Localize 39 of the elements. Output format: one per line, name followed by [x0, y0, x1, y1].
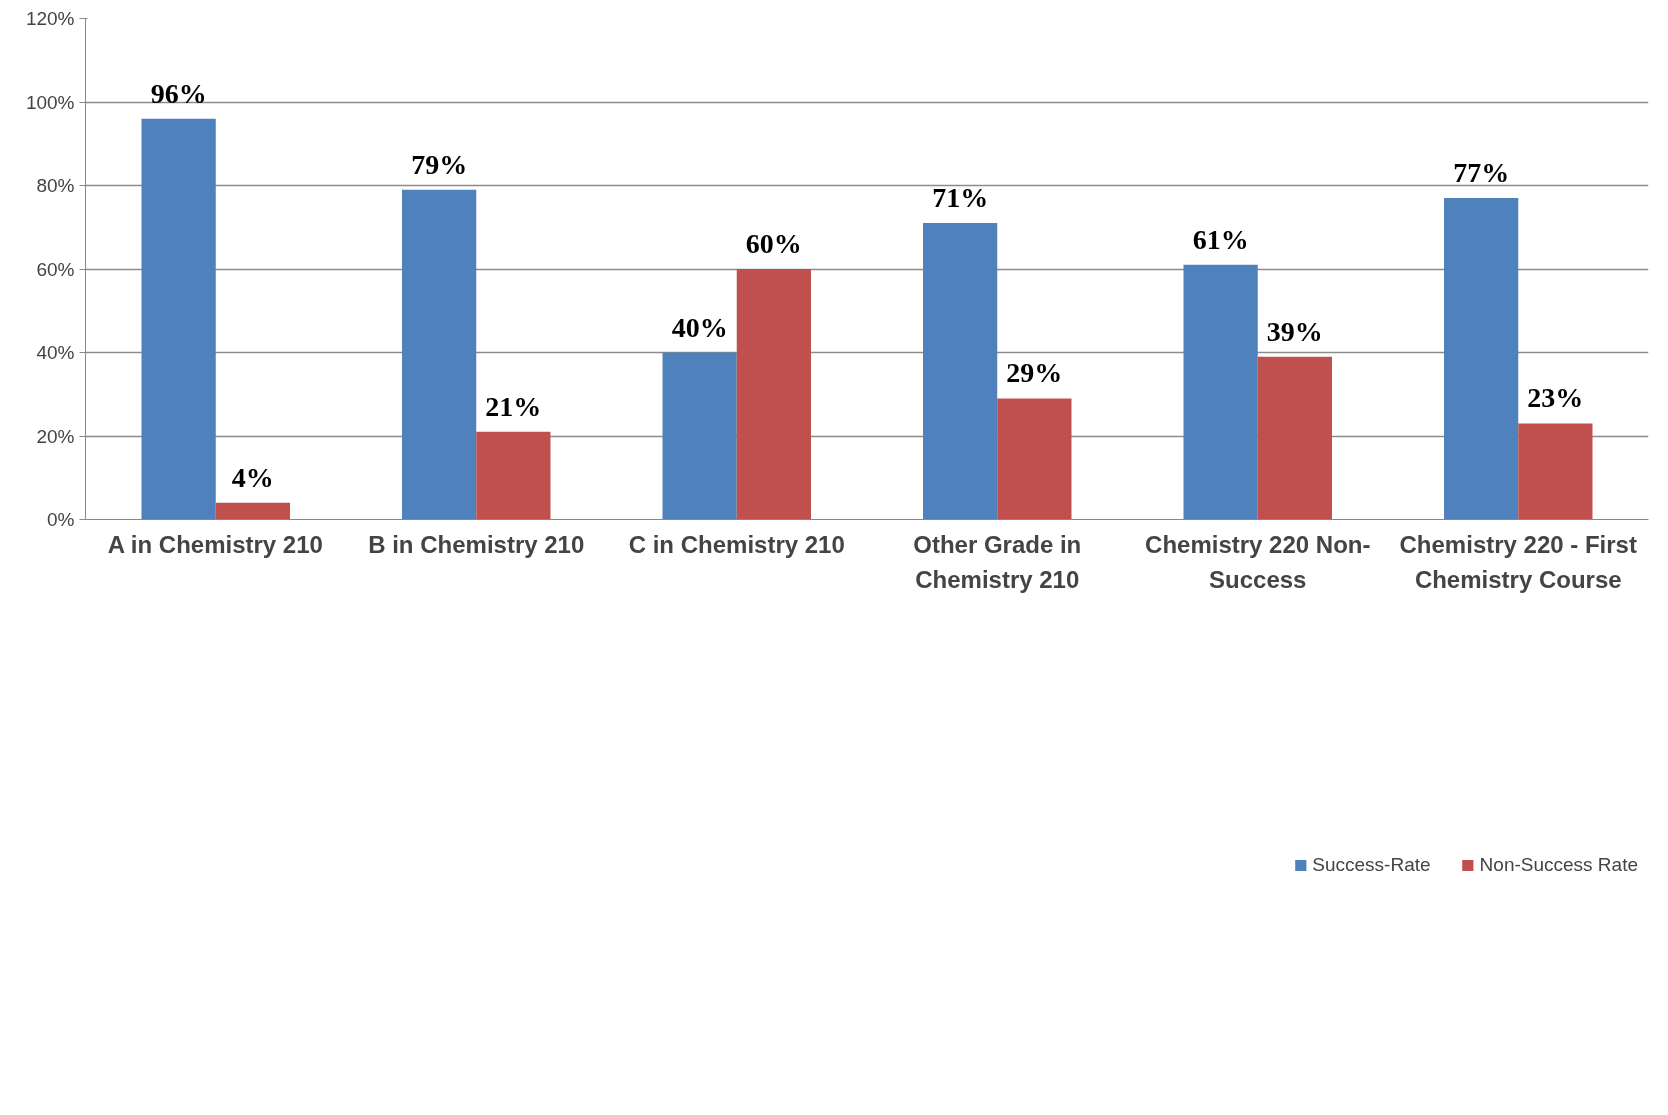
bar: [1444, 198, 1519, 520]
data-label: 77%: [1453, 157, 1510, 189]
x-tick-label: Chemistry 220 - First Chemistry Course: [1399, 530, 1637, 593]
data-label: 61%: [1192, 223, 1249, 255]
bar: [662, 352, 737, 520]
y-tick-label: 40%: [36, 342, 75, 363]
data-label: 79%: [411, 148, 468, 180]
data-label: 29%: [1006, 357, 1063, 389]
bar: [141, 118, 216, 520]
data-label: 60%: [745, 228, 802, 259]
bar: [1183, 264, 1258, 520]
y-tick-label: 80%: [36, 175, 75, 196]
bar: [736, 269, 811, 520]
data-label: 23%: [1527, 382, 1584, 414]
data-label: 4%: [231, 461, 274, 493]
data-label: 96%: [150, 77, 207, 109]
legend-label: Non-Success Rate: [1479, 854, 1638, 876]
data-label: 71%: [932, 182, 989, 214]
y-tick-label: 60%: [36, 258, 75, 280]
x-tick-label: Other Grade in Chemistry 210: [913, 530, 1082, 593]
y-tick-label: 100%: [25, 91, 75, 113]
x-tick-label: B in Chemistry 210: [368, 530, 585, 558]
y-tick-label: 20%: [36, 425, 75, 447]
bar: [215, 502, 290, 520]
x-tick-label: A in Chemistry 210: [107, 530, 323, 558]
bar: [1257, 356, 1332, 520]
legend-label: Success-Rate: [1312, 854, 1431, 876]
data-label: 21%: [485, 390, 542, 422]
data-label: 39%: [1266, 315, 1323, 347]
bar: [923, 223, 998, 520]
data-label: 40%: [671, 311, 728, 343]
bar: [1518, 423, 1593, 520]
bar: [476, 431, 551, 520]
x-tick-label: C in Chemistry 210: [628, 530, 845, 558]
bar: [997, 398, 1072, 520]
y-tick-label: 0%: [47, 509, 75, 530]
y-tick-label: 120%: [25, 8, 75, 29]
x-tick-label: Chemistry 220 Non-Success: [1145, 530, 1371, 593]
bar: [402, 189, 477, 520]
